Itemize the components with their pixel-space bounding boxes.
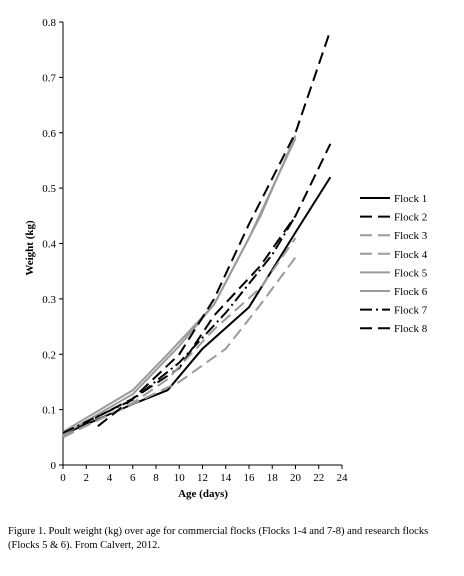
- series-line-flock-6: [62, 137, 297, 436]
- series-line-flock-4: [62, 237, 297, 439]
- legend-label-flock-1: Flock 1: [394, 193, 427, 205]
- axes: 00.10.20.30.40.50.60.70.80 2 4 6 8 10 12 14 16 18…: [42, 17, 348, 484]
- x-tick-label: 22: [313, 472, 324, 484]
- y-tick-label: 0.5: [42, 183, 56, 195]
- x-tick-label: 12: [197, 472, 208, 484]
- y-tick-label: 0.6: [42, 128, 56, 140]
- y-tick-label: 0.1: [42, 405, 56, 417]
- legend-label-flock-6: Flock 6: [394, 286, 428, 298]
- series-line-flock-1: [62, 176, 332, 436]
- legend-label-flock-8: Flock 8: [394, 323, 428, 335]
- y-tick-label: 0.3: [42, 294, 56, 306]
- line-chart: 00.10.20.30.40.50.60.70.80 2 4 6 8 10 12 14 16 18…: [24, 17, 428, 500]
- x-tick-label: 16: [244, 472, 256, 484]
- legend-label-flock-5: Flock 5: [394, 267, 428, 279]
- figure-caption: Figure 1. Poult weight (kg) over age for…: [8, 526, 429, 551]
- x-axis-title: Age (days): [178, 488, 228, 500]
- legend-label-flock-2: Flock 2: [394, 212, 427, 224]
- x-tick-label: 0: [60, 472, 66, 484]
- y-tick-label: 0.2: [42, 349, 56, 361]
- x-tick-label: 10: [174, 472, 186, 484]
- series-line-flock-7: [62, 215, 297, 434]
- series-line-flock-2: [62, 143, 332, 436]
- x-tick-label: 8: [153, 472, 159, 484]
- x-tick-label: 24: [337, 472, 349, 484]
- series-layer: [62, 29, 332, 439]
- series-line-flock-8: [97, 29, 332, 427]
- legend-label-flock-3: Flock 3: [394, 230, 428, 242]
- series-line-flock-5: [62, 135, 297, 433]
- x-tick-label: 18: [267, 472, 279, 484]
- y-tick-label: 0.8: [42, 17, 56, 29]
- legend: Flock 1 Flock 2 Flock 3 Flock 4 Flock 5 Flock…: [360, 193, 428, 335]
- y-axis-title: Weight (kg): [24, 220, 36, 276]
- x-tick-label: 2: [84, 472, 90, 484]
- legend-label-flock-4: Flock 4: [394, 249, 428, 261]
- x-tick-label: 6: [130, 472, 136, 484]
- legend-label-flock-7: Flock 7: [394, 305, 428, 317]
- y-tick-label: 0.4: [42, 239, 56, 251]
- y-tick-label: 0: [51, 460, 57, 472]
- y-tick-label: 0.7: [42, 72, 56, 84]
- x-tick-label: 14: [220, 472, 232, 484]
- x-tick-label: 20: [290, 472, 302, 484]
- x-tick-label: 4: [107, 472, 113, 484]
